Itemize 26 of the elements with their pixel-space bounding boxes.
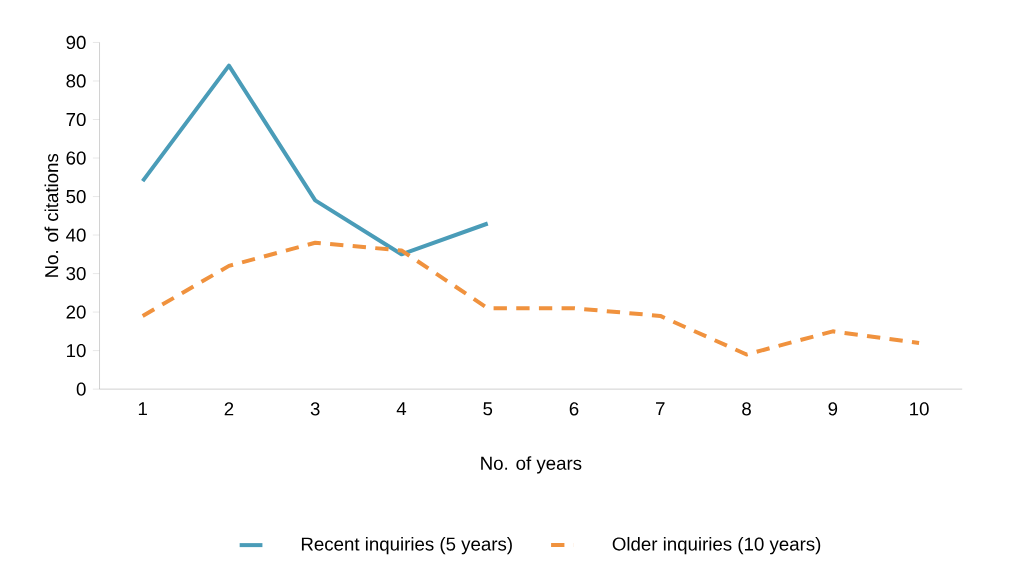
y-tick-label: 50 — [66, 189, 86, 204]
y-tick-label: 0 — [76, 382, 86, 396]
x-tick-label: 8 — [742, 402, 751, 416]
x-tick-label: 6 — [569, 402, 579, 416]
x-tick-label: 2 — [224, 402, 234, 416]
y-axis-title: No. of citations — [44, 153, 59, 277]
x-tick-label: 5 — [483, 402, 493, 416]
y-tick-label: 10 — [67, 343, 86, 358]
x-tick-label: 1 — [138, 402, 147, 416]
x-tick-label: 7 — [656, 402, 665, 416]
legend-label: Older inquiries (10 years) — [612, 536, 821, 555]
y-tick-label: 70 — [66, 112, 86, 127]
x-tick-label: 10 — [910, 402, 929, 416]
y-tick-label: 40 — [66, 228, 86, 242]
x-tick-label: 3 — [310, 402, 320, 416]
x-axis-title: No. of years — [481, 456, 582, 474]
line-series — [140, 240, 922, 357]
y-tick-label: 20 — [66, 305, 86, 319]
y-tick-label: 60 — [66, 151, 86, 165]
x-tick-label: 4 — [396, 402, 407, 416]
y-tick-label: 90 — [66, 35, 86, 50]
y-tick-label: 30 — [66, 266, 86, 281]
legend-label: Recent inquiries (5 years) — [301, 536, 512, 555]
line-series — [140, 63, 490, 257]
y-tick-label: 80 — [66, 74, 86, 88]
x-tick-label: 9 — [828, 402, 838, 416]
